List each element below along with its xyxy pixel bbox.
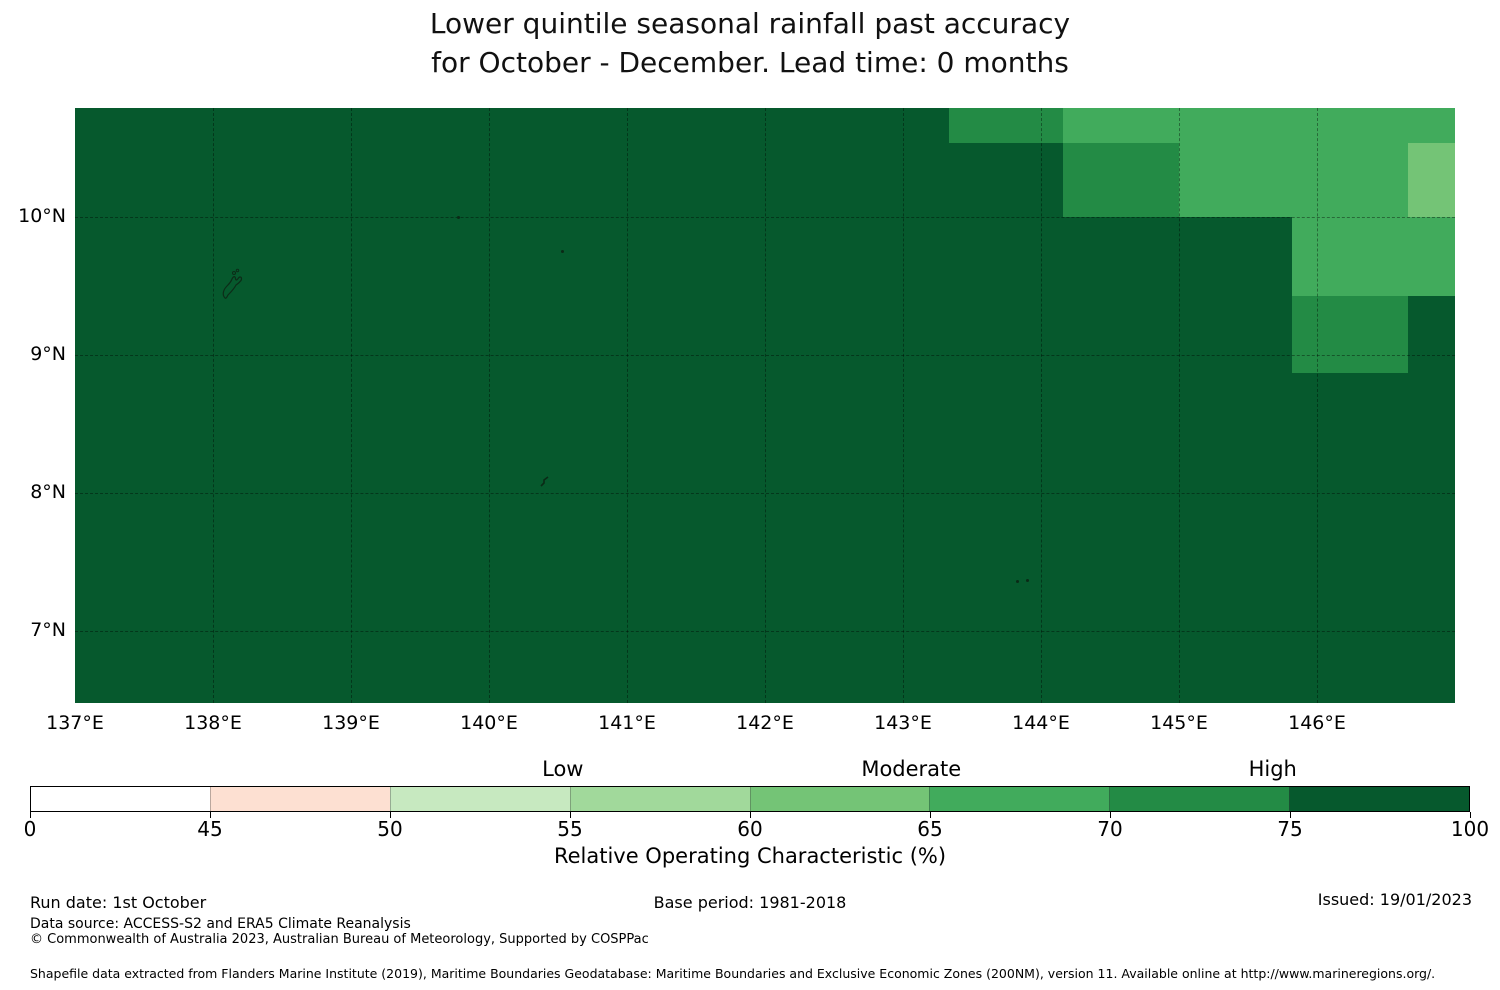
- colorbar-tick: [1470, 812, 1471, 818]
- colorbar-segment-70-75: [1109, 787, 1290, 811]
- x-tick-label: 140°E: [460, 712, 518, 734]
- colorbar-segment-55-60: [569, 787, 750, 811]
- x-tick-label: 139°E: [322, 712, 380, 734]
- colorbar-tick-label: 60: [737, 817, 763, 841]
- map-cell-roc-70-75: [1063, 142, 1179, 218]
- gridline-meridian: [1041, 108, 1042, 703]
- colorbar-segment-50-55: [389, 787, 570, 811]
- colorbar: [30, 786, 1470, 812]
- footer-data-source: Data source: ACCESS-S2 and ERA5 Climate …: [30, 916, 411, 932]
- y-tick-label: 7°N: [30, 619, 66, 642]
- island-dot: [560, 250, 564, 254]
- x-tick-label: 141°E: [598, 712, 656, 734]
- gridline-meridian: [489, 108, 490, 703]
- x-tick-label: 142°E: [736, 712, 794, 734]
- x-tick-label: 145°E: [1150, 712, 1208, 734]
- gridline-parallel: [75, 355, 1455, 357]
- gridline-meridian: [903, 108, 904, 703]
- footer-run-date: Run date: 1st October: [30, 893, 207, 912]
- x-tick-label: 138°E: [184, 712, 242, 734]
- colorbar-segment-0-45: [31, 787, 210, 811]
- y-tick-label: 10°N: [18, 205, 66, 228]
- colorbar-tick-label: 75: [1277, 817, 1303, 841]
- colorbar-segment-75-100: [1289, 787, 1469, 811]
- gridline-meridian: [1179, 108, 1180, 703]
- island-outline: [219, 268, 245, 306]
- gridline-meridian: [351, 108, 352, 703]
- x-tick-label: 137°E: [46, 712, 104, 734]
- colorbar-tick: [1110, 812, 1111, 818]
- colorbar-tick-label: 55: [557, 817, 583, 841]
- map-cell-roc-65-70: [1063, 108, 1455, 143]
- x-tick-label: 143°E: [874, 712, 932, 734]
- footer-base-period: Base period: 1981-2018: [653, 893, 847, 912]
- colorbar-tick-label: 70: [1097, 817, 1123, 841]
- island-dot: [1025, 578, 1029, 582]
- colorbar-zone-label-low: Low: [542, 757, 584, 781]
- colorbar-tick: [30, 812, 31, 818]
- island-reef-mark: [540, 472, 549, 491]
- gridline-meridian: [627, 108, 628, 703]
- colorbar-tick: [570, 812, 571, 818]
- colorbar-segment-65-70: [929, 787, 1110, 811]
- colorbar-tick: [930, 812, 931, 818]
- x-tick-label: 144°E: [1012, 712, 1070, 734]
- chart-title-line2: for October - December. Lead time: 0 mon…: [431, 46, 1069, 79]
- map-cell-roc-65-70: [1292, 217, 1455, 296]
- map-cell-roc-65-70: [1179, 142, 1409, 218]
- chart-title: Lower quintile seasonal rainfall past ac…: [0, 4, 1500, 82]
- colorbar-segment-45-50: [209, 787, 390, 811]
- colorbar-tick-label: 45: [197, 817, 223, 841]
- y-tick-label: 8°N: [30, 481, 66, 504]
- colorbar-tick-label: 100: [1450, 817, 1490, 841]
- colorbar-tick-label: 50: [377, 817, 403, 841]
- map-canvas: [75, 108, 1455, 703]
- colorbar-tick: [1290, 812, 1291, 818]
- colorbar-tick-label: 0: [23, 817, 37, 841]
- gridline-meridian: [765, 108, 766, 703]
- chart-title-line1: Lower quintile seasonal rainfall past ac…: [429, 7, 1071, 40]
- gridline-meridian: [213, 108, 214, 703]
- map-cell-roc-60-65: [1408, 142, 1455, 218]
- map-cell-roc-70-75: [948, 108, 1064, 143]
- island-dot: [1016, 580, 1020, 583]
- map-cell-roc-70-75: [1292, 295, 1409, 374]
- colorbar-axis-label: Relative Operating Characteristic (%): [553, 844, 947, 868]
- colorbar-zone-label-moderate: Moderate: [861, 757, 962, 781]
- gridline-meridian: [1317, 108, 1318, 703]
- colorbar-segment-60-65: [749, 787, 930, 811]
- y-tick-label: 9°N: [30, 343, 66, 366]
- colorbar-tick: [390, 812, 391, 818]
- footer-issued: Issued: 19/01/2023: [1317, 890, 1472, 909]
- gridline-parallel: [75, 631, 1455, 633]
- footer-shapefile-note: Shapefile data extracted from Flanders M…: [30, 966, 1436, 981]
- island-dot: [457, 215, 461, 219]
- footer-copyright: © Commonwealth of Australia 2023, Austra…: [30, 932, 649, 947]
- x-tick-label: 146°E: [1288, 712, 1346, 734]
- colorbar-zone-label-high: High: [1248, 757, 1297, 781]
- colorbar-tick: [210, 812, 211, 818]
- colorbar-tick: [750, 812, 751, 818]
- gridline-parallel: [75, 217, 1455, 219]
- gridline-parallel: [75, 493, 1455, 495]
- colorbar-tick-label: 65: [917, 817, 943, 841]
